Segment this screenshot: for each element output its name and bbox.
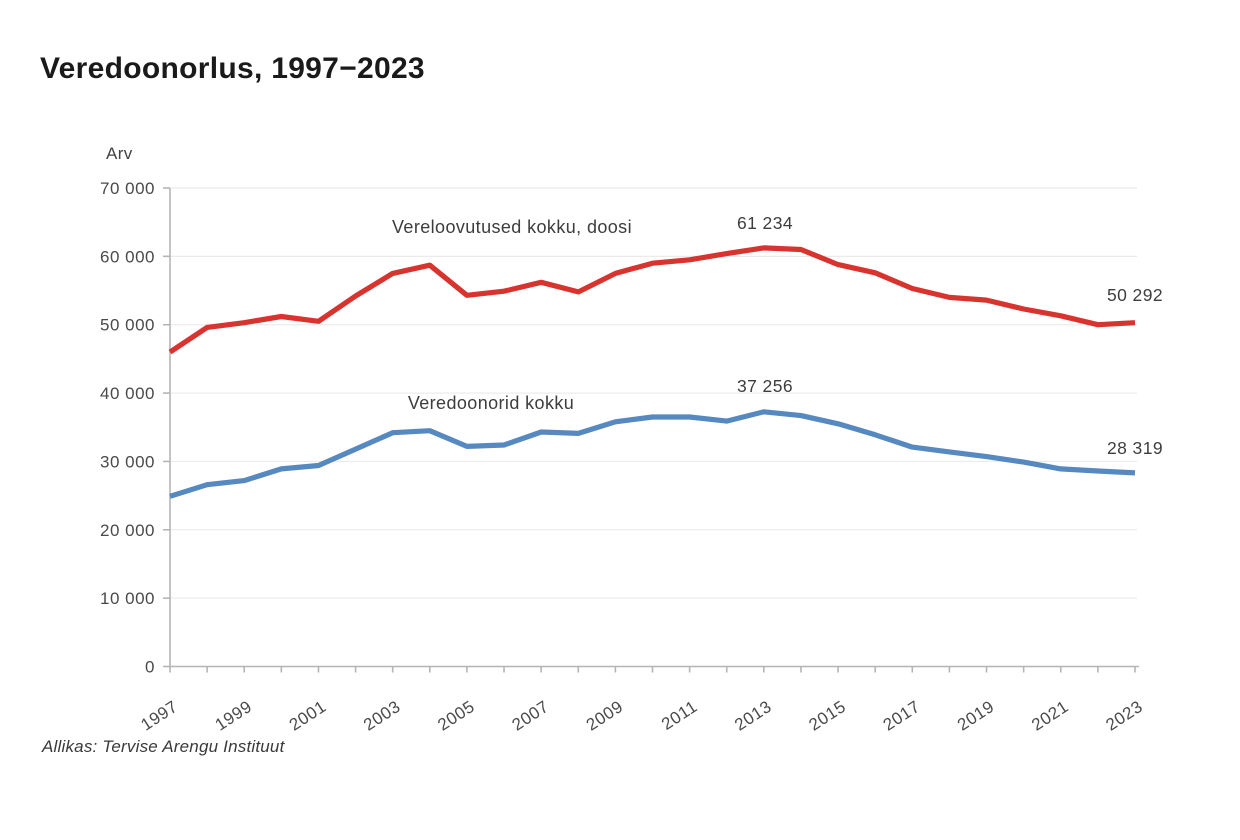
x-tick-label: 2021 [1028,697,1072,735]
x-tick-label: 2019 [954,697,998,735]
x-tick-label: 2001 [286,697,330,735]
x-tick-label: 2013 [731,697,775,735]
x-tick-label: 2017 [880,697,924,735]
y-tick-label: 20 000 [100,521,155,540]
series-line-0 [168,245,1136,355]
x-tick-label: 2023 [1102,697,1146,735]
y-axis-title: Arv [106,144,133,163]
y-tick-label: 40 000 [100,384,155,403]
y-tick-label: 50 000 [100,316,155,335]
x-tick-label: 2015 [805,697,849,735]
series-line-1 [169,409,1136,499]
series-label-doses: Vereloovutused kokku, doosi [392,217,632,237]
y-tick-label: 70 000 [100,179,155,198]
chart-title: Veredoonorlus, 1997−2023 [40,52,425,85]
y-tick-label: 0 [145,658,155,677]
x-tick-label: 2011 [658,697,701,734]
x-tick-label: 2003 [360,697,404,735]
y-tick-label: 10 000 [100,589,155,608]
x-tick-label: 1999 [212,697,256,735]
x-tick-label: 2005 [434,697,478,735]
annotation-donors-peak: 37 256 [737,376,793,396]
annotation-doses-last: 50 292 [1107,285,1163,305]
series-label-donors: Veredoonorid kokku [407,393,575,413]
annotation-donors-last: 28 319 [1107,438,1163,458]
y-tick-label: 30 000 [100,452,155,471]
annotation-doses-peak: 61 234 [737,213,793,233]
source-note: Allikas: Tervise Arengu Instituut [42,737,285,756]
y-tick-label: 60 000 [100,247,155,266]
x-tick-label: 2007 [509,697,553,735]
x-tick-label: 1997 [137,697,181,735]
x-tick-label: 2009 [583,697,627,735]
